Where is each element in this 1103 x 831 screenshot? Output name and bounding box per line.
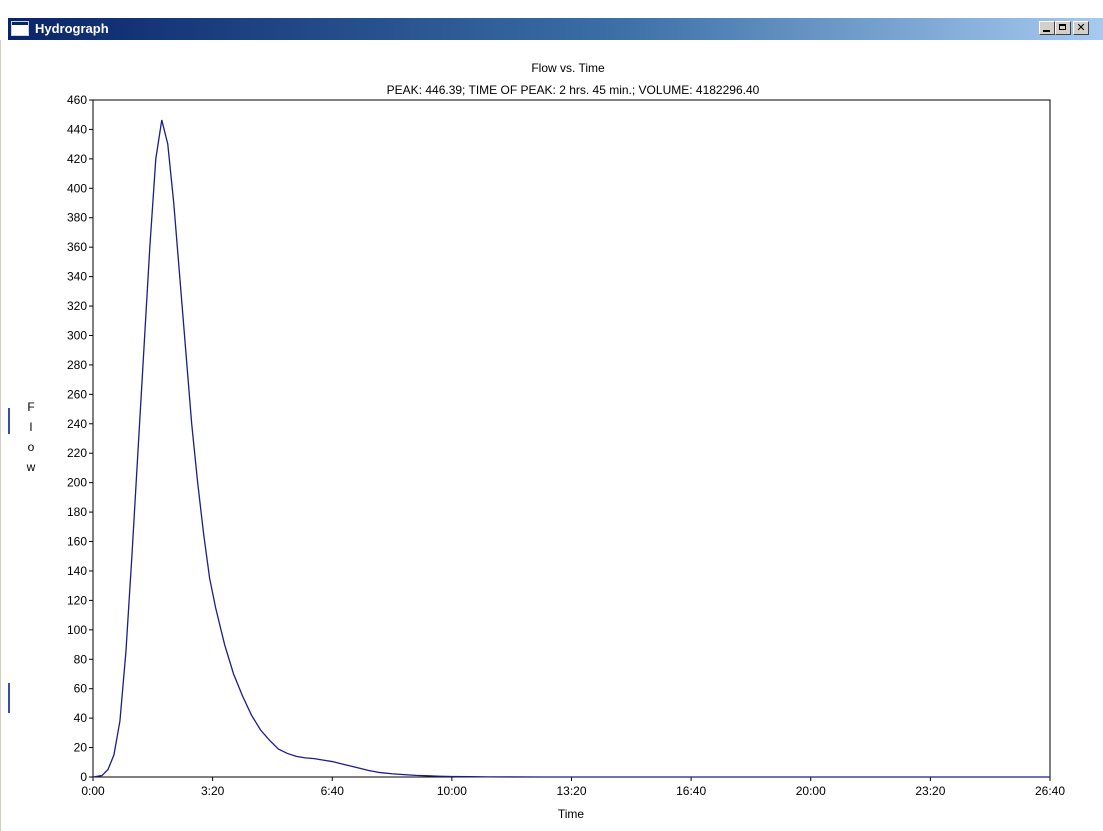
x-tick-label: 6:40 (321, 784, 345, 798)
x-axis: 0:00 3:20 6:40 10:00 13:20 16:40 20:00 23:20 26:… (81, 777, 1065, 798)
y-tick-label: 240 (67, 417, 87, 431)
y-tick-label: 100 (67, 623, 87, 637)
y-tick-label: 380 (67, 211, 87, 225)
y-tick-label: 40 (74, 711, 88, 725)
y-tick-label: 120 (67, 593, 87, 607)
chart-title: Flow vs. Time (531, 61, 605, 75)
y-tick-label: 60 (74, 682, 88, 696)
y-tick-label: 320 (67, 299, 87, 313)
y-tick-label: 140 (67, 564, 87, 578)
chart-subtitle: PEAK: 446.39; TIME OF PEAK: 2 hrs. 45 mi… (387, 83, 760, 97)
x-tick-label: 0:00 (81, 784, 105, 798)
x-tick-label: 16:40 (676, 784, 706, 798)
y-axis: 0 20 40 60 80 100 120 140 160 180 200 220 240 260 280 3… (67, 93, 93, 784)
y-tick-label: 400 (67, 181, 87, 195)
y-tick-label: 180 (67, 505, 87, 519)
y-tick-label: 260 (67, 387, 87, 401)
minimize-button[interactable] (1039, 21, 1055, 35)
flow-series-line (92, 119, 1050, 778)
y-tick-label: 200 (67, 476, 87, 490)
maximize-button[interactable] (1055, 21, 1071, 35)
y-tick-label: 460 (67, 93, 87, 107)
left-resize-marker (8, 683, 10, 713)
x-tick-label: 3:20 (201, 784, 225, 798)
title-bar[interactable]: Hydrograph ✕ (8, 18, 1103, 40)
y-tick-label: 440 (67, 122, 87, 136)
y-tick-label: 20 (74, 741, 88, 755)
close-button[interactable]: ✕ (1073, 21, 1089, 35)
plot-area-frame (92, 99, 1051, 778)
y-tick-label: 220 (67, 446, 87, 460)
y-tick-label: 0 (80, 770, 87, 784)
left-resize-marker (8, 408, 10, 434)
x-axis-label: Time (558, 807, 585, 821)
x-tick-label: 13:20 (556, 784, 586, 798)
y-tick-label: 300 (67, 328, 87, 342)
y-tick-label: 420 (67, 152, 87, 166)
window-title: Hydrograph (35, 21, 109, 36)
x-tick-label: 10:00 (437, 784, 467, 798)
y-tick-label: 340 (67, 270, 87, 284)
y-tick-label: 360 (67, 240, 87, 254)
window-left-edge (0, 40, 1, 831)
y-tick-label: 160 (67, 535, 87, 549)
y-tick-label: 280 (67, 358, 87, 372)
y-tick-label: 80 (74, 652, 88, 666)
x-tick-label: 26:40 (1035, 784, 1065, 798)
x-tick-label: 23:20 (915, 784, 945, 798)
x-tick-label: 20:00 (796, 784, 826, 798)
window-app-icon[interactable] (11, 21, 29, 36)
